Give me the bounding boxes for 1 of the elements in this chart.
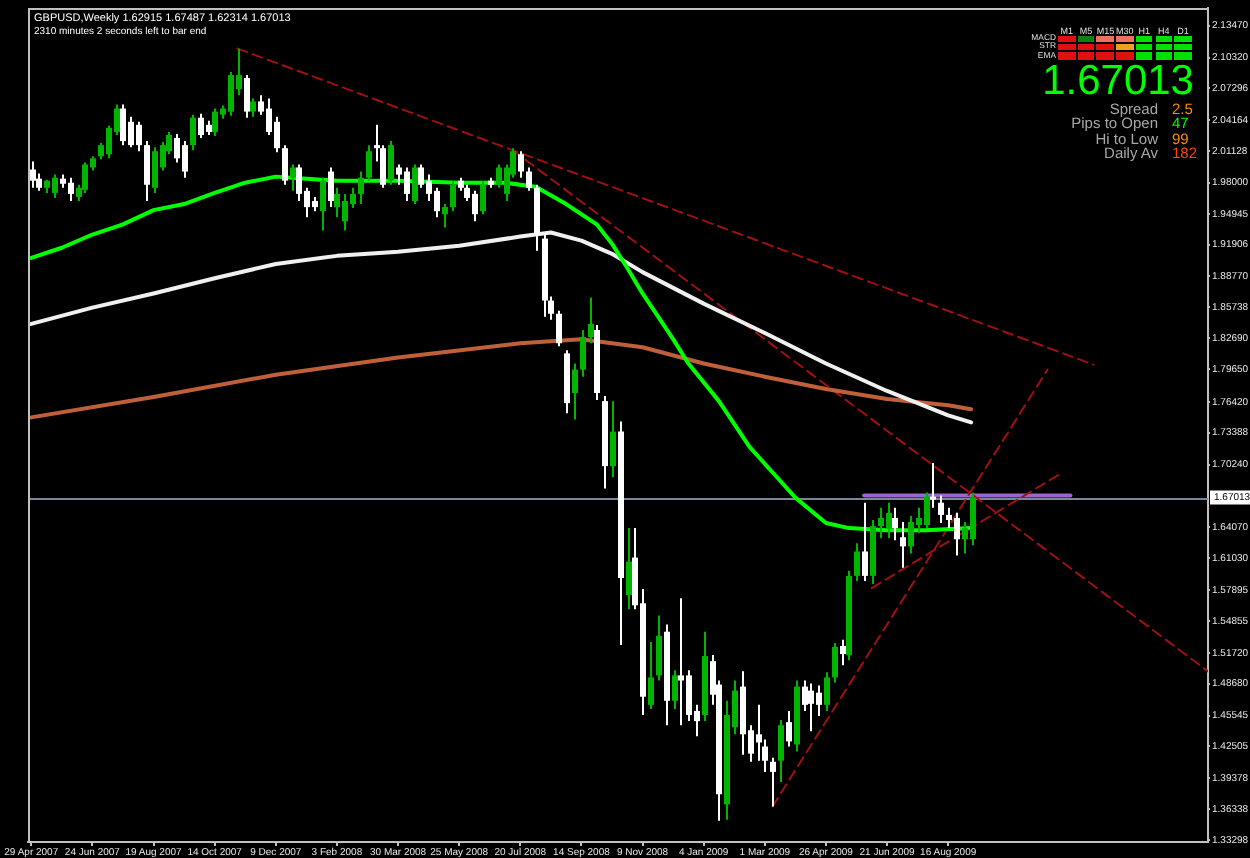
text: 1.67013	[1042, 58, 1194, 104]
